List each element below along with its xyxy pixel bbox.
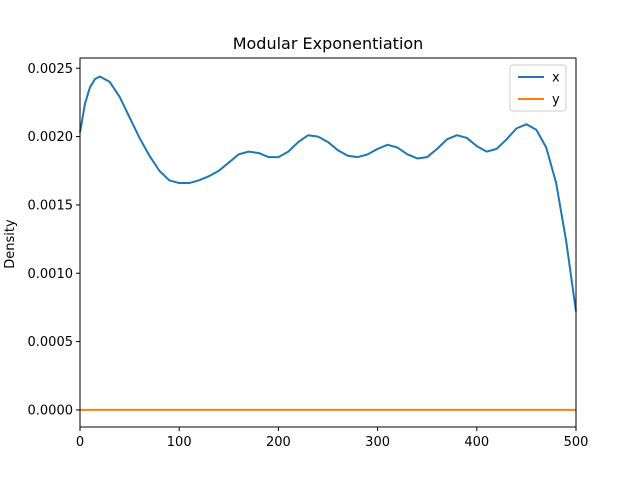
plot-area [79, 75, 577, 411]
series-line-x [79, 75, 577, 312]
axes: 0 100 200 300 400 500 0.0000 0.0005 0.0010 0.0015… [28, 57, 589, 450]
x-tick-label: 0 [76, 435, 84, 450]
y-tick-label: 0.0010 [28, 267, 74, 282]
x-tick-label: 500 [564, 435, 589, 450]
legend-label-x: x [552, 71, 560, 86]
chart-title: Modular Exponentiation [233, 34, 424, 53]
y-tick-label: 0.0015 [28, 198, 74, 213]
y-tick-label: 0.0005 [28, 335, 74, 350]
x-tick-label: 100 [167, 435, 192, 450]
x-tick-label: 300 [365, 435, 390, 450]
y-axis-title: Density [3, 219, 18, 269]
legend-label-y: y [552, 93, 560, 108]
y-tick-label: 0.0000 [28, 403, 74, 418]
axes-frame [79, 57, 577, 428]
legend: xy [509, 64, 567, 112]
x-tick-label: 400 [464, 435, 489, 450]
y-tick-label: 0.0020 [28, 130, 74, 145]
y-tick-label: 0.0025 [28, 62, 74, 77]
x-tick-label: 200 [266, 435, 291, 450]
